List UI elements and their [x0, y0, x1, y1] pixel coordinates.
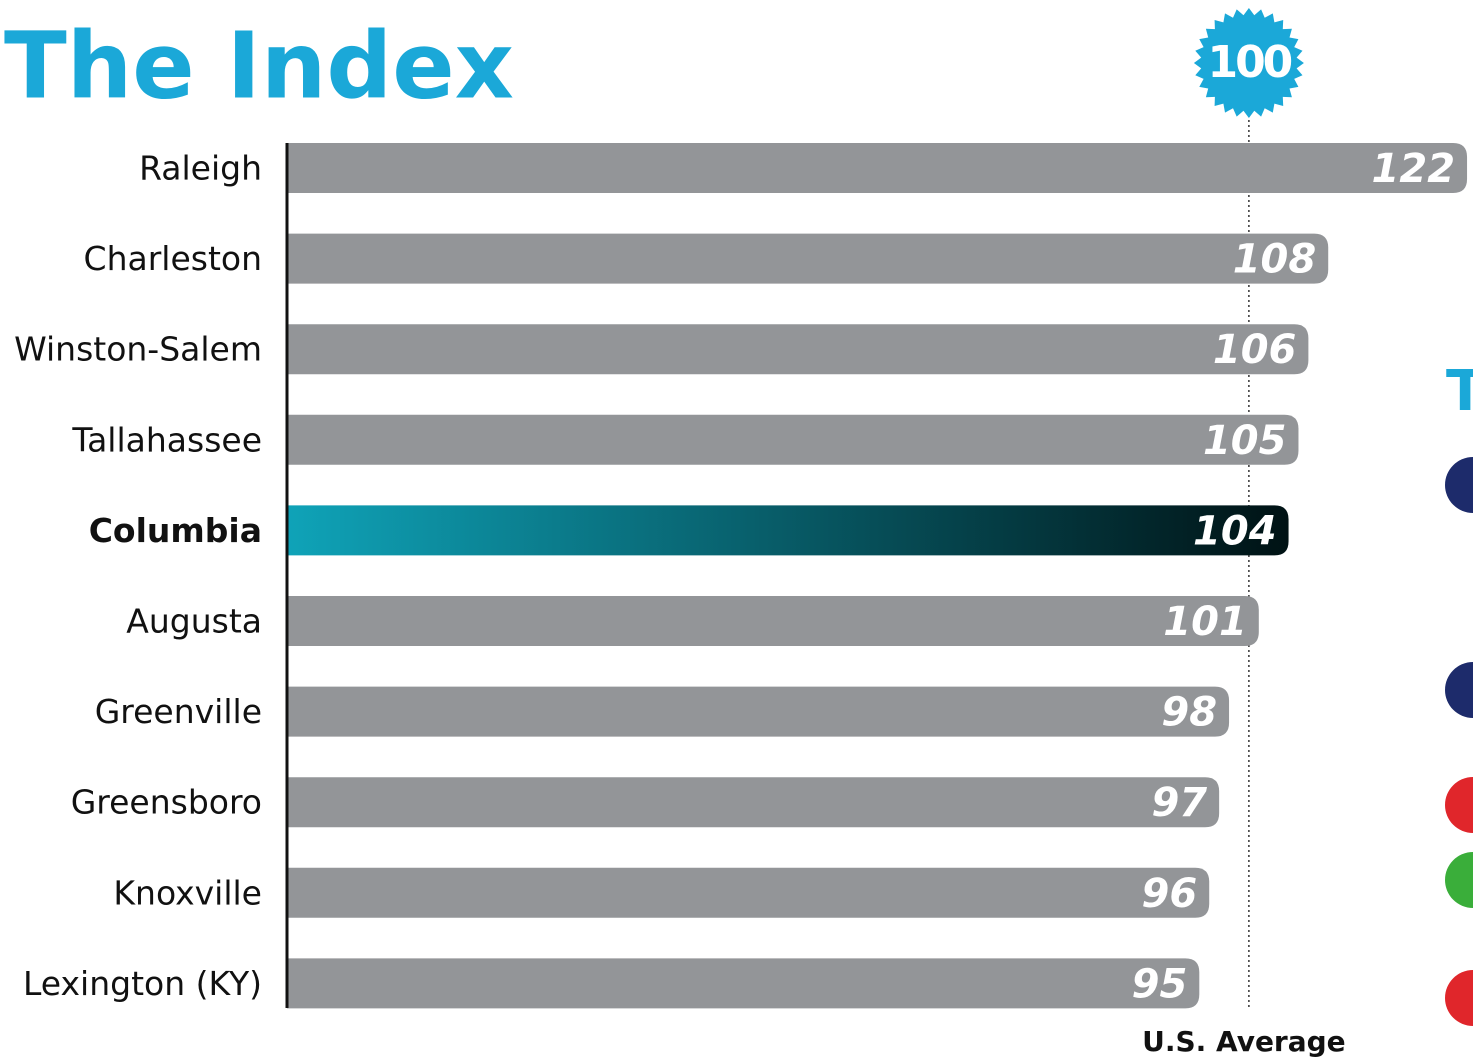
- category-label: Augusta: [126, 602, 262, 641]
- bar: [287, 686, 1230, 737]
- category-label: Charleston: [84, 239, 262, 278]
- value-label: 105: [1203, 418, 1287, 464]
- bar: [287, 324, 1309, 375]
- decoration: [1445, 777, 1473, 833]
- bar: [287, 143, 1468, 193]
- value-label: 106: [1213, 327, 1297, 373]
- category-label: Knoxville: [113, 873, 262, 912]
- decoration: [1445, 662, 1473, 718]
- bar: [287, 414, 1299, 465]
- bar: [287, 233, 1329, 284]
- value-label: 95: [1132, 961, 1188, 1007]
- category-label: Columbia: [89, 511, 262, 550]
- value-label: 97: [1151, 780, 1207, 826]
- value-label: 101: [1163, 599, 1247, 645]
- category-label: Lexington (KY): [23, 964, 262, 1003]
- decoration: [1445, 852, 1473, 908]
- bar: [287, 596, 1259, 646]
- reference-label: U.S. Average: [1142, 1025, 1346, 1058]
- chart-title: The Index: [4, 12, 514, 119]
- category-label: Greenville: [95, 692, 262, 731]
- decoration: T: [1446, 359, 1473, 424]
- reference-badge: [1193, 8, 1304, 118]
- bar: [287, 505, 1289, 556]
- value-label: 108: [1233, 237, 1317, 283]
- bar: [287, 777, 1220, 828]
- decoration: [1445, 457, 1473, 513]
- category-label: Tallahassee: [71, 420, 262, 459]
- category-label: Raleigh: [139, 149, 262, 188]
- bar: [287, 958, 1200, 1009]
- reference-badge-label: 100: [1207, 37, 1291, 88]
- category-label: Winston-Salem: [14, 330, 262, 369]
- category-label: Greensboro: [71, 783, 262, 822]
- decoration: [1445, 970, 1473, 1026]
- value-label: 98: [1161, 690, 1217, 736]
- value-label: 104: [1193, 508, 1277, 554]
- value-label: 96: [1142, 871, 1198, 917]
- value-label: 122: [1372, 146, 1456, 192]
- bar: [287, 867, 1210, 918]
